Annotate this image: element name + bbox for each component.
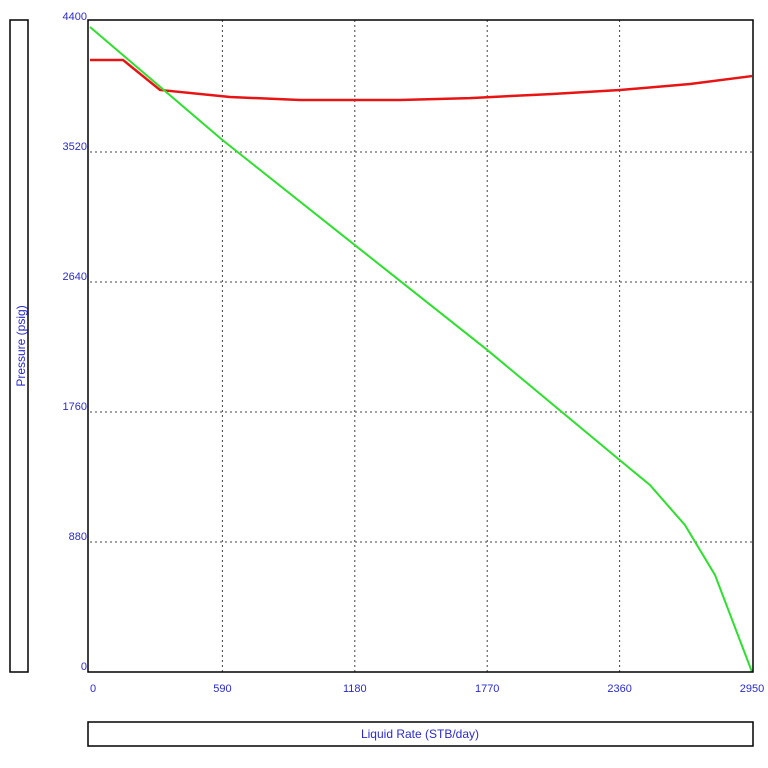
- plot-area: 0 880 1760 2640 3520 4400 0 590 1180 1770 2360 2950: [63, 11, 765, 695]
- x-tick-label: 1770: [475, 683, 499, 695]
- x-tick-label: 0: [90, 683, 96, 695]
- x-tick-label: 2360: [607, 683, 631, 695]
- x-axis-label: Liquid Rate (STB/day): [361, 727, 479, 741]
- y-tick-label: 1760: [63, 401, 87, 413]
- x-tick-label: 1180: [343, 683, 367, 695]
- series-line: [90, 58, 753, 102]
- plot-frame: [87, 19, 754, 673]
- y-tick-label: 3520: [63, 141, 87, 153]
- y-tick-label: 0: [81, 661, 87, 673]
- y-tick-label: 2640: [63, 271, 87, 283]
- y-tick-label: 4400: [63, 11, 87, 23]
- y-axis-label: Pressure (psig): [14, 305, 28, 386]
- series-line: [89, 26, 753, 673]
- y-label-box: [9, 19, 29, 673]
- x-tick-label: 2950: [740, 683, 764, 695]
- x-label-box: [87, 721, 754, 747]
- y-tick-label: 880: [69, 531, 87, 543]
- x-tick-label: 590: [213, 683, 231, 695]
